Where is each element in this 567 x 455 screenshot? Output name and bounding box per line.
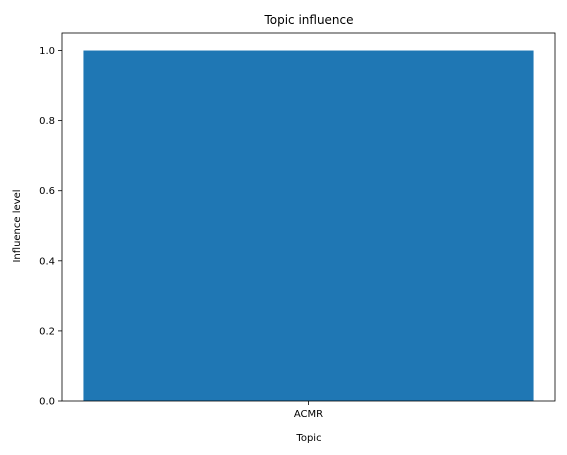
plot-area: ACMR 0.0 0.2 0.4 0.6 0.8 1.0 xyxy=(39,32,556,420)
bar-acmr xyxy=(83,50,534,402)
y-axis-label: Influence level xyxy=(12,189,23,262)
x-axis-label: Topic xyxy=(295,433,321,444)
y-tick-label: 0.2 xyxy=(39,326,55,337)
axes-frame xyxy=(61,32,556,402)
chart-title: Topic influence xyxy=(263,13,353,27)
y-tick-label: 0.0 xyxy=(39,397,55,408)
y-tick-label: 0.4 xyxy=(39,256,55,267)
y-tick-label: 1.0 xyxy=(39,46,55,57)
y-tick-label: 0.6 xyxy=(39,186,55,197)
y-tick-label: 0.8 xyxy=(39,116,55,127)
x-tick-label: ACMR xyxy=(294,409,323,420)
